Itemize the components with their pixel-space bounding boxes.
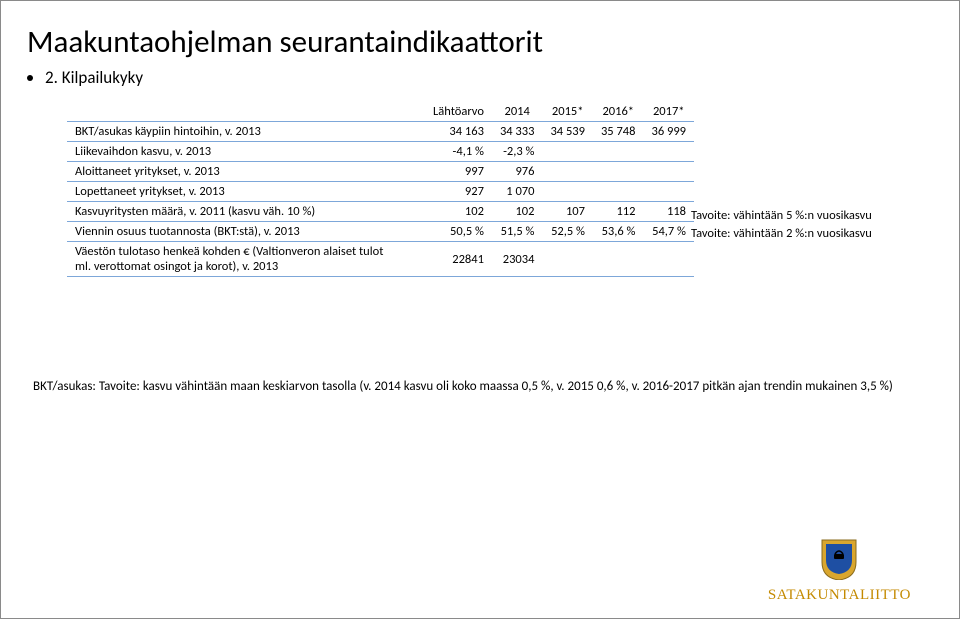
table-row: Viennin osuus tuotannosta (BKT:stä), v. … <box>67 222 694 242</box>
logo: SATAKUNTALIITTO <box>768 538 911 604</box>
cell <box>593 162 644 182</box>
cell: 22841 <box>425 242 492 277</box>
row-label: BKT/asukas käypiin hintoihin, v. 2013 <box>67 122 425 142</box>
col-2014: 2014 <box>492 102 543 122</box>
cell: 118 <box>643 202 694 222</box>
row-label: Viennin osuus tuotannosta (BKT:stä), v. … <box>67 222 425 242</box>
cell: 35 748 <box>593 122 644 142</box>
cell <box>643 182 694 202</box>
col-blank <box>67 102 425 122</box>
bullet-icon <box>27 75 33 81</box>
cell: -2,3 % <box>492 142 543 162</box>
cell: 23034 <box>492 242 543 277</box>
crest-icon <box>820 538 858 580</box>
table-row: Lopettaneet yritykset, v. 2013 927 1 070 <box>67 182 694 202</box>
cell: 34 333 <box>492 122 543 142</box>
cell <box>542 162 593 182</box>
cell <box>542 182 593 202</box>
cell <box>643 162 694 182</box>
row-label: Liikevaihdon kasvu, v. 2013 <box>67 142 425 162</box>
cell: 997 <box>425 162 492 182</box>
cell: 112 <box>593 202 644 222</box>
target-note-1: Tavoite: vähintään 5 %:n vuosikasvu <box>691 208 872 223</box>
subtitle-text: 2. Kilpailukyky <box>45 67 143 88</box>
cell <box>593 182 644 202</box>
slide-container: Maakuntaohjelman seurantaindikaattorit 2… <box>0 0 960 619</box>
cell <box>643 242 694 277</box>
table-row: BKT/asukas käypiin hintoihin, v. 2013 34… <box>67 122 694 142</box>
cell: 102 <box>425 202 492 222</box>
table-row: Liikevaihdon kasvu, v. 2013 -4,1 % -2,3 … <box>67 142 694 162</box>
cell: 52,5 % <box>542 222 593 242</box>
target-note-2: Tavoite: vähintään 2 %:n vuosikasvu <box>691 226 872 241</box>
table-row: Väestön tulotaso henkeä kohden € (Valtio… <box>67 242 694 277</box>
cell <box>542 142 593 162</box>
row-label: Aloittaneet yritykset, v. 2013 <box>67 162 425 182</box>
col-lahtoarvo: Lähtöarvo <box>425 102 492 122</box>
indicator-table: Lähtöarvo 2014 2015* 2016* 2017* BKT/asu… <box>67 102 694 277</box>
cell: 976 <box>492 162 543 182</box>
logo-text: SATAKUNTALIITTO <box>768 587 911 604</box>
col-2017: 2017* <box>643 102 694 122</box>
cell: 53,6 % <box>593 222 644 242</box>
cell: 927 <box>425 182 492 202</box>
cell: 51,5 % <box>492 222 543 242</box>
col-2015: 2015* <box>542 102 593 122</box>
cell: 50,5 % <box>425 222 492 242</box>
col-2016: 2016* <box>593 102 644 122</box>
cell: 102 <box>492 202 543 222</box>
table-header-row: Lähtöarvo 2014 2015* 2016* 2017* <box>67 102 694 122</box>
cell <box>593 142 644 162</box>
cell: 1 070 <box>492 182 543 202</box>
footer-note: BKT/asukas: Tavoite: kasvu vähintään maa… <box>33 379 893 394</box>
cell <box>643 142 694 162</box>
row-label: Lopettaneet yritykset, v. 2013 <box>67 182 425 202</box>
table-row: Kasvuyritysten määrä, v. 2011 (kasvu väh… <box>67 202 694 222</box>
cell: 54,7 % <box>643 222 694 242</box>
cell <box>593 242 644 277</box>
cell <box>542 242 593 277</box>
cell: 34 539 <box>542 122 593 142</box>
row-label: Väestön tulotaso henkeä kohden € (Valtio… <box>67 242 425 277</box>
subtitle-bullet: 2. Kilpailukyky <box>27 67 933 88</box>
cell: 107 <box>542 202 593 222</box>
row-label: Kasvuyritysten määrä, v. 2011 (kasvu väh… <box>67 202 425 222</box>
cell: -4,1 % <box>425 142 492 162</box>
cell: 36 999 <box>643 122 694 142</box>
cell: 34 163 <box>425 122 492 142</box>
table-row: Aloittaneet yritykset, v. 2013 997 976 <box>67 162 694 182</box>
page-title: Maakuntaohjelman seurantaindikaattorit <box>27 23 933 61</box>
